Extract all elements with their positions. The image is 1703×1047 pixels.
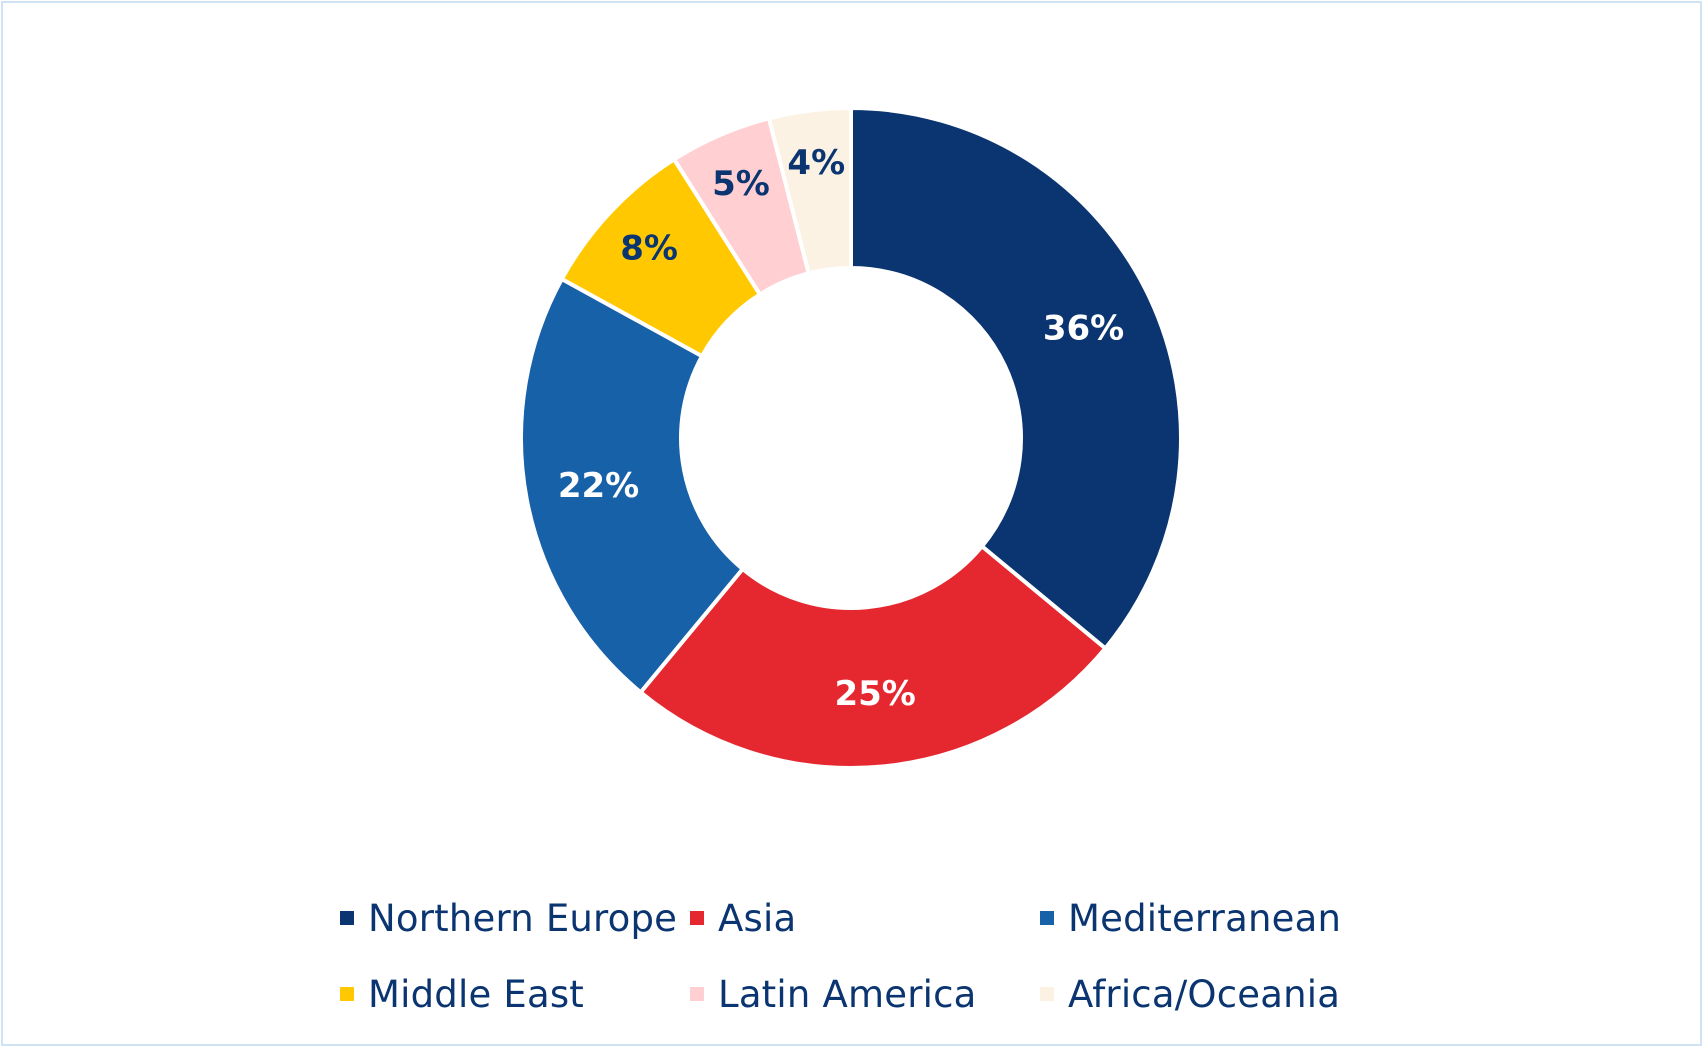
legend-label-africa-oceania: Africa/Oceania [1068,972,1341,1016]
slice-label-northern-europe: 36% [1043,309,1124,349]
slice-label-middle-east: 8% [620,228,678,268]
legend-swatch-northern-europe [340,911,354,925]
donut-slice-labels: 36% 25% 22% 8% 5% 4% [558,143,1124,714]
slice-label-mediterranean: 22% [558,466,639,506]
legend-label-middle-east: Middle East [368,972,585,1016]
legend-label-mediterranean: Mediterranean [1068,896,1342,940]
legend-label-latin-america: Latin America [718,972,977,1016]
legend-swatch-asia [690,911,704,925]
donut-slice-asia [637,543,1109,770]
donut-slice-mediterranean [519,276,746,696]
legend-swatch-latin-america [690,987,704,1001]
slice-label-africa-oceania: 4% [787,143,845,183]
legend-item-middle-east: Middle East [340,973,690,1016]
slice-label-latin-america: 5% [712,164,770,204]
legend-swatch-mediterranean [1040,911,1054,925]
donut-slice-northern-europe [849,105,1183,652]
legend-item-africa-oceania: Africa/Oceania [1040,973,1380,1016]
legend-item-northern-europe: Northern Europe [340,897,690,940]
donut-slice-africa-oceania [766,105,853,276]
legend: Northern Europe Asia Mediterranean Middl… [340,880,1380,1032]
donut-slices [519,105,1183,770]
slice-label-asia: 25% [834,674,915,714]
legend-label-northern-europe: Northern Europe [368,896,678,940]
legend-swatch-middle-east [340,987,354,1001]
legend-item-latin-america: Latin America [690,973,1040,1016]
legend-swatch-africa-oceania [1040,987,1054,1001]
legend-label-asia: Asia [718,896,797,940]
legend-item-mediterranean: Mediterranean [1040,897,1380,940]
legend-item-asia: Asia [690,897,1040,940]
